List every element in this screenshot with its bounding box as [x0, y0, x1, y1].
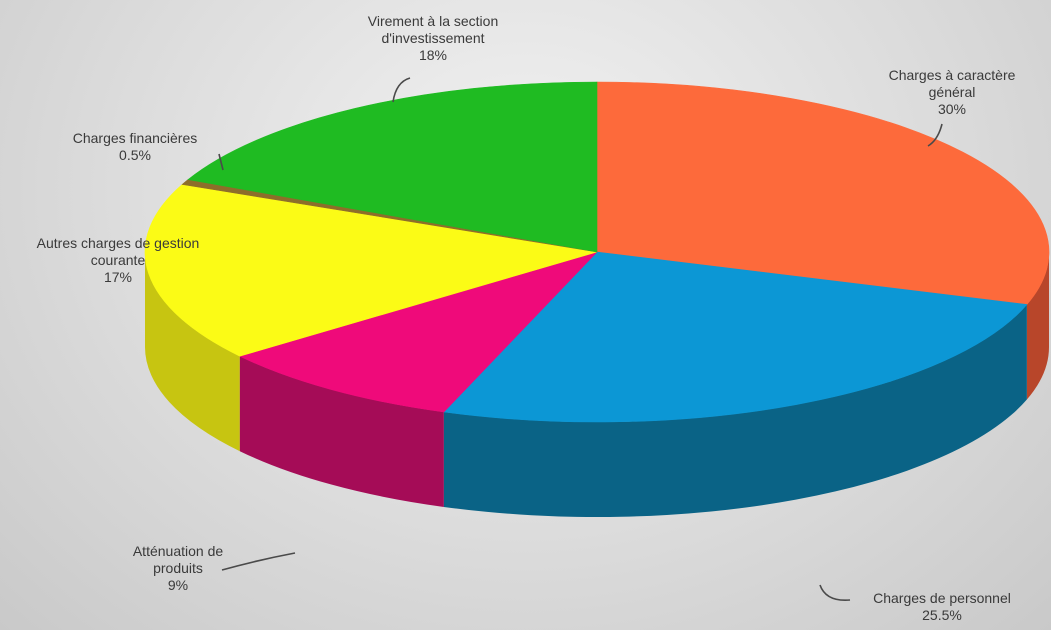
pie-slice-attenuation-de-produits	[239, 251, 598, 413]
pie-side-attenuation-de-produits	[239, 356, 444, 507]
pie-side-charges-a-caractere-general	[1026, 252, 1049, 400]
data-label-charges-de-personnel: Charges de personnel 25.5%	[873, 590, 1011, 623]
leader-line-charges-de-personnel	[819, 584, 851, 602]
data-label-charges-financieres: Charges financières 0.5%	[73, 130, 198, 163]
leader-line-attenuation-de-produits	[221, 552, 296, 571]
pie-side-autres-charges-de-gestion-courante	[145, 252, 240, 452]
pie-slice-charges-a-caractere-general	[596, 81, 1050, 305]
data-label-charges-a-caractere-general: Charges à caractère général 30%	[889, 67, 1016, 117]
data-label-attenuation-de-produits: Atténuation de produits 9%	[133, 543, 224, 593]
leader-line-charges-financieres	[218, 153, 224, 171]
pie-slices	[144, 81, 1050, 423]
pie-side-charges-de-personnel	[443, 304, 1027, 517]
pie-sides	[145, 252, 1049, 517]
leader-line-charges-a-caractere-general	[927, 123, 943, 147]
data-label-virement-a-la-section-d-investissement: Virement à la section d'investissement 18%	[368, 13, 498, 63]
pie-labels: Charges à caractère général 30% Charges de …	[37, 13, 1016, 623]
leader-line-virement-a-la-section-d-investissement	[392, 77, 411, 103]
data-label-autres-charges-de-gestion-courante: Autres charges de gestion courante 17%	[37, 235, 200, 285]
pie-slice-virement-a-la-section-d-investissement	[187, 81, 598, 253]
pie-slice-charges-de-personnel	[443, 251, 1028, 423]
pie-slice-autres-charges-de-gestion-courante	[144, 184, 598, 357]
